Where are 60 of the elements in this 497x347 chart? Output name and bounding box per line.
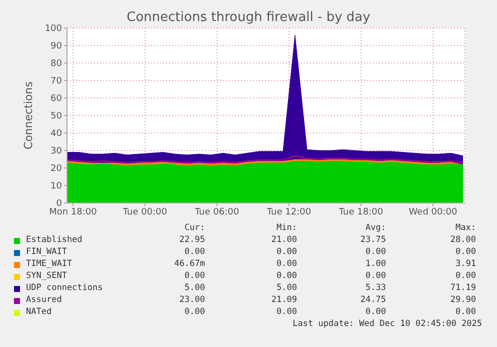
text: 0.00: [366, 271, 386, 281]
text: Max:: [456, 223, 476, 233]
text: Avg:: [366, 223, 386, 233]
legend-label: SYN_SENT: [26, 271, 67, 281]
y-tick-label: 20: [50, 164, 62, 174]
text: 29.90: [450, 295, 476, 305]
text: 0.00: [366, 307, 386, 317]
legend-label: Assured: [26, 295, 62, 305]
text: Cur:: [184, 223, 205, 233]
text: 1.00: [366, 259, 386, 269]
text: 0.00: [276, 307, 297, 317]
y-tick-label: 0: [56, 199, 62, 210]
text: 28.00: [450, 235, 476, 245]
text: 21.00: [271, 235, 297, 245]
x-tick-label: Wed 00:00: [408, 207, 458, 218]
y-tick-label: 90: [50, 42, 62, 52]
y-tick-label: 30: [50, 146, 62, 157]
y-tick-label: 80: [50, 59, 62, 70]
y-tick-label: 10: [50, 182, 62, 192]
legend-label: FIN_WAIT: [26, 247, 67, 257]
legend-label: UDP connections: [26, 283, 103, 293]
y-tick-label: 50: [50, 112, 62, 122]
text: 0.00: [456, 307, 476, 317]
line-series: [67, 155, 464, 164]
text: 23.00: [179, 295, 205, 305]
legend-label: TIME_WAIT: [26, 259, 72, 269]
x-tick-label: Tue 00:00: [122, 207, 168, 218]
y-tick-label: 70: [50, 76, 62, 87]
text: 0.00: [366, 247, 386, 257]
text: 5.00: [184, 283, 205, 293]
text: 0.00: [456, 247, 476, 257]
text: 0.00: [276, 271, 297, 281]
x-tick-label: Mon 18:00: [49, 207, 98, 218]
x-tick-label: Tue 06:00: [194, 207, 240, 218]
x-tick-label: Tue 18:00: [338, 207, 384, 218]
y-tick-label: 100: [44, 24, 62, 34]
text: Last update: Wed Dec 10 02:45:00 2025: [292, 319, 482, 329]
text: 23.75: [360, 235, 386, 245]
text: 0.00: [184, 247, 205, 257]
y-tick-label: 40: [50, 129, 62, 140]
text: 24.75: [360, 295, 386, 305]
text: 71.19: [450, 283, 476, 293]
text: 0.00: [276, 247, 297, 257]
y-tick-label: 60: [50, 94, 62, 104]
text: 3.91: [456, 259, 476, 269]
text: 46.67m: [174, 259, 205, 269]
text: 0.00: [276, 259, 297, 269]
text: 5.33: [366, 283, 386, 293]
x-tick-label: Tue 12:00: [266, 207, 312, 218]
text: Min:: [276, 223, 297, 233]
legend-label: Established: [26, 235, 82, 245]
text: 0.00: [184, 271, 205, 281]
chart-title: Connections through firewall - by day: [126, 10, 372, 25]
text: 22.95: [179, 235, 205, 245]
y-axis-title: Connections: [22, 81, 35, 150]
text: 0.00: [456, 271, 476, 281]
text: 21.09: [271, 295, 297, 305]
legend-label: NATed: [26, 307, 52, 317]
text: 5.00: [276, 283, 297, 293]
text: 0.00: [184, 307, 205, 317]
